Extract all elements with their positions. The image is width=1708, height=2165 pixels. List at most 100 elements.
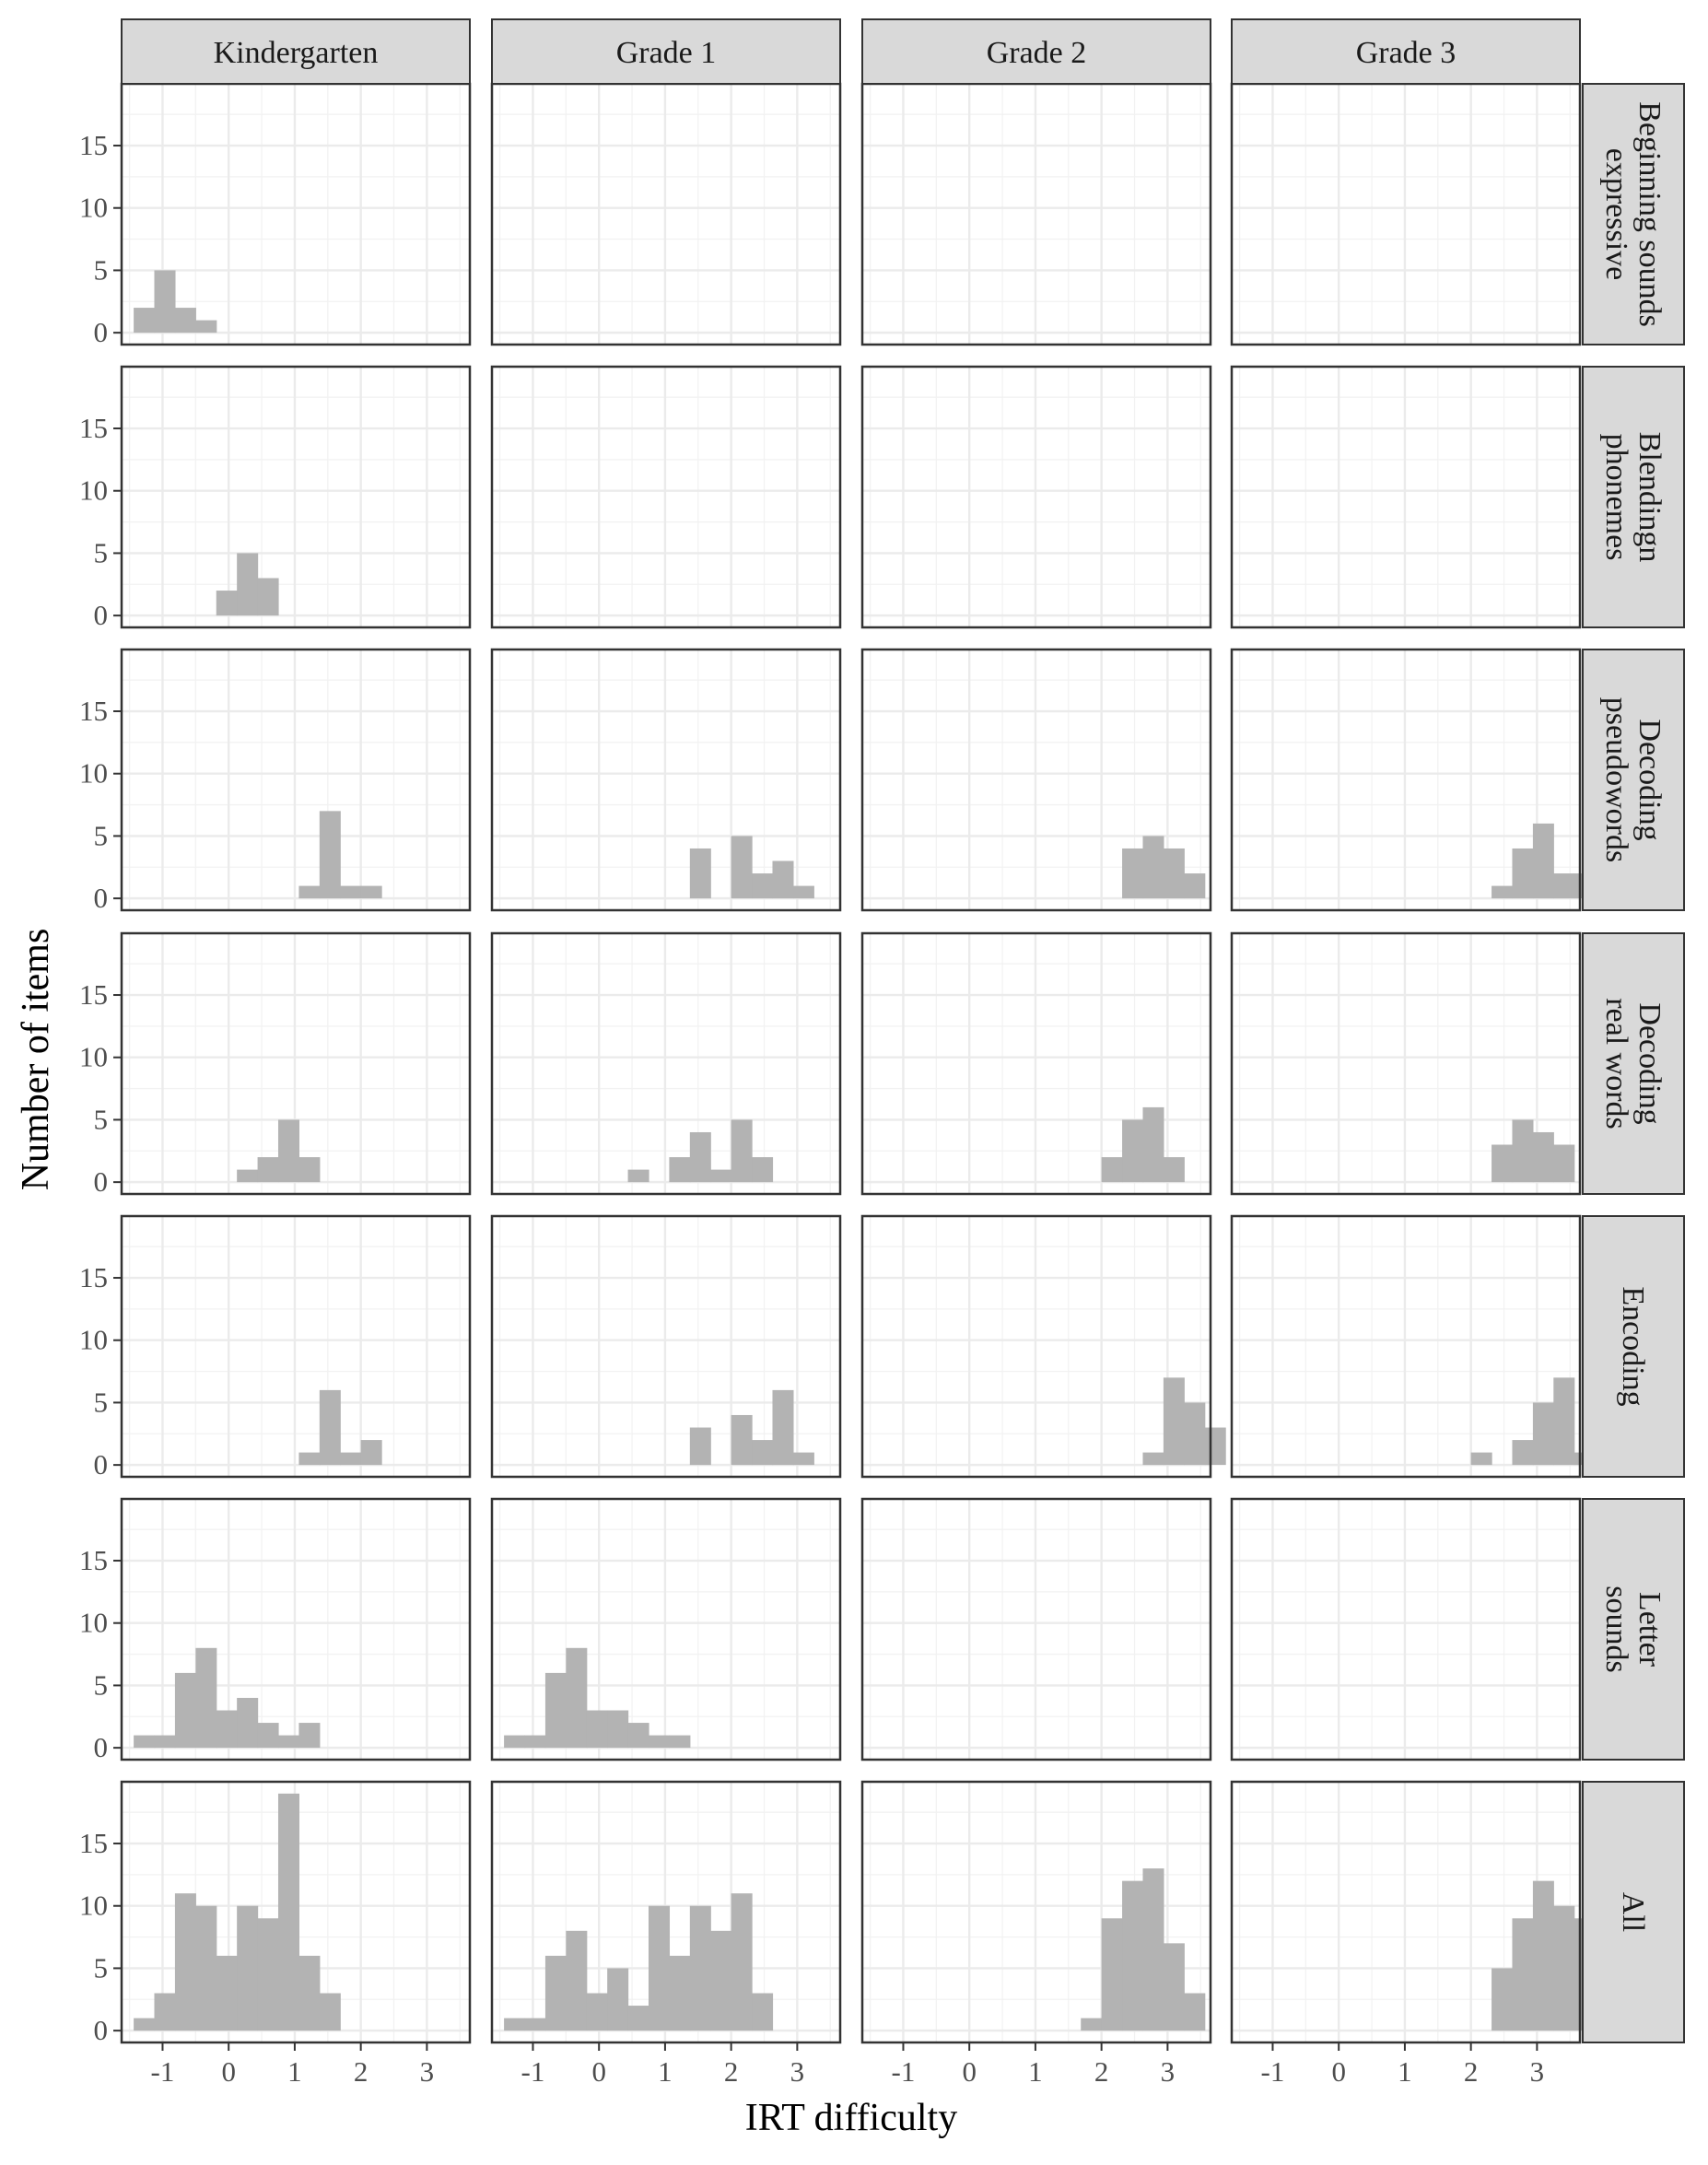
strip-encoding — [1582, 1215, 1685, 1478]
histogram-bar — [257, 578, 279, 616]
histogram-bar — [627, 1723, 649, 1749]
panel-kindergarten-beginning-sounds-expressive — [120, 82, 472, 346]
histogram-bar — [792, 1452, 814, 1466]
x-tick-label: 2 — [724, 2055, 739, 2088]
panel-kindergarten-decoding-pseudowords — [120, 648, 472, 912]
y-tick-label: 10 — [79, 1607, 108, 1639]
histogram-bar — [1101, 1157, 1123, 1183]
panel-grade-3-blendingn-phonemes — [1230, 365, 1582, 629]
y-tick-label: 15 — [79, 1261, 108, 1293]
histogram-bar — [360, 885, 382, 899]
histogram-bar — [1512, 1119, 1534, 1183]
histogram-bar — [772, 1389, 794, 1466]
x-tick-label: 2 — [1464, 2055, 1479, 2088]
strip-label-line: Beginning sounds — [1632, 101, 1667, 327]
histogram-bar — [669, 1157, 691, 1183]
y-tick-label: 10 — [79, 1890, 108, 1922]
strip-label-grade-3: Grade 3 — [1356, 36, 1456, 70]
panel-border — [490, 1780, 842, 2044]
x-tick-label: 3 — [1530, 2055, 1545, 2088]
strip-beginning-sounds-expressive — [1582, 83, 1685, 345]
histogram-bar — [1553, 1377, 1575, 1466]
histogram-bar — [1553, 873, 1575, 899]
panel-grade-2-decoding-pseudowords — [860, 648, 1212, 912]
strip-label-grade-1: Grade 1 — [616, 36, 717, 70]
y-tick-label: 15 — [79, 412, 108, 444]
x-tick-label: 3 — [1161, 2055, 1176, 2088]
histogram-bar — [298, 885, 321, 899]
panel-border — [1230, 1214, 1582, 1479]
x-tick-label: 1 — [287, 2055, 302, 2088]
y-tick-label: 0 — [94, 316, 109, 348]
histogram-bar — [669, 1735, 691, 1749]
x-tick-label: 3 — [420, 2055, 435, 2088]
panel-kindergarten-decoding-real-words — [120, 931, 472, 1196]
y-tick-label: 15 — [79, 1827, 108, 1859]
histogram-bar — [689, 848, 711, 899]
histogram-bar — [257, 1157, 279, 1183]
y-axis-title: Number of items — [15, 929, 57, 1191]
histogram-bar — [566, 1930, 588, 2031]
strip-label-line: pseudowords — [1599, 697, 1633, 862]
x-tick-label: -1 — [892, 2055, 916, 2088]
panel-kindergarten-letter-sounds — [120, 1497, 472, 1761]
x-axis-kindergarten: -1 0 1 2 3 — [151, 2042, 435, 2088]
y-tick-label: 0 — [94, 2014, 109, 2046]
histogram-bar — [237, 1905, 259, 2031]
y-tick-label: 5 — [94, 1103, 109, 1135]
strip-label-all: All — [1616, 1892, 1650, 1932]
x-tick-label: 0 — [221, 2055, 236, 2088]
panel-border — [1230, 648, 1582, 912]
histogram-bar — [174, 1893, 196, 2031]
strip-label-line: All — [1616, 1892, 1650, 1932]
panel-border — [490, 1497, 842, 1761]
strip-kindergarten — [121, 18, 471, 85]
strip-all — [1582, 1781, 1685, 2043]
panel-border — [860, 365, 1212, 629]
x-tick-label: -1 — [151, 2055, 175, 2088]
y-tick-label: 10 — [79, 757, 108, 790]
y-tick-label: 15 — [79, 695, 108, 727]
histogram-bar — [237, 1697, 259, 1749]
histogram-bar — [195, 1905, 217, 2031]
histogram-bar — [731, 1119, 753, 1183]
y-tick-label: 5 — [94, 1951, 109, 1984]
histogram-bar — [195, 1647, 217, 1749]
histogram-bar — [340, 885, 362, 899]
panel-border — [120, 931, 472, 1196]
y-tick-label: 15 — [79, 1544, 108, 1576]
panel-border — [1230, 365, 1582, 629]
y-tick-label: 10 — [79, 474, 108, 507]
panels-layer — [120, 82, 1617, 2044]
histogram-bar — [1142, 1106, 1164, 1183]
histogram-bar — [710, 1169, 732, 1183]
y-tick-label: 5 — [94, 819, 109, 851]
panel-border — [1230, 931, 1582, 1196]
histogram-bar — [1122, 1119, 1144, 1183]
histogram-bar — [1470, 1452, 1492, 1466]
histogram-bar — [710, 1930, 732, 2031]
histogram-bar — [1101, 1918, 1123, 2031]
histogram-bar — [566, 1647, 588, 1749]
histogram-bar — [504, 2018, 526, 2031]
histogram-bar — [607, 1710, 629, 1749]
histogram-bar — [1512, 1918, 1534, 2031]
histogram-bar — [586, 1993, 608, 2031]
y-axis-blendingn-phonemes: 0 5 10 15 — [79, 412, 122, 631]
histogram-bar — [319, 1389, 341, 1466]
y-axis-encoding: 0 5 10 15 — [79, 1261, 122, 1480]
histogram-bar — [731, 1414, 753, 1466]
histogram-bar — [544, 1955, 567, 2031]
histogram-bar — [360, 1440, 382, 1466]
histogram-bar — [1163, 1157, 1185, 1183]
x-tick-label: 2 — [354, 2055, 369, 2088]
strip-label-kindergarten: Kindergarten — [214, 36, 379, 70]
x-tick-label: 0 — [591, 2055, 606, 2088]
strip-label-line: phonemes — [1599, 434, 1633, 561]
histogram-bar — [792, 885, 814, 899]
